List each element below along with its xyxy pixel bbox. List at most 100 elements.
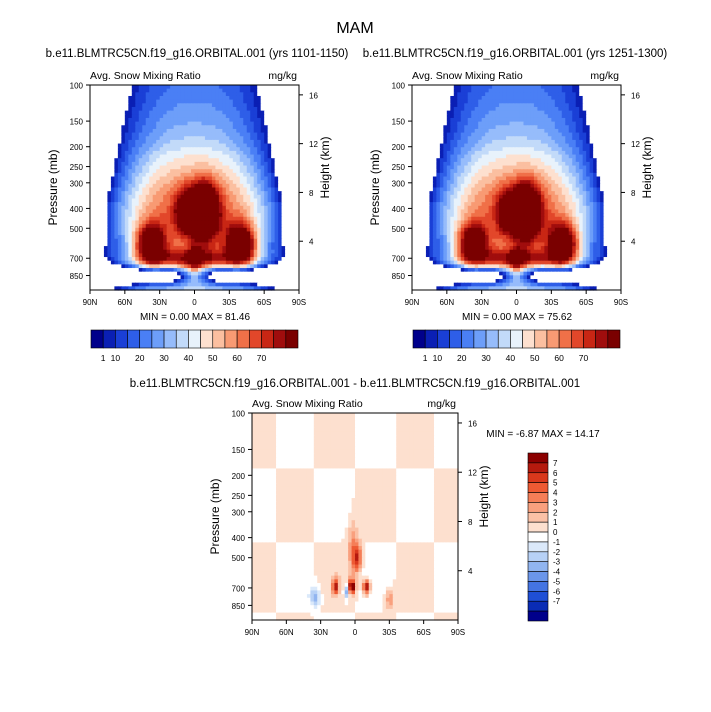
field-cell — [429, 176, 434, 181]
field-cell — [184, 92, 189, 97]
field-cell — [292, 253, 297, 258]
field-cell — [110, 264, 115, 269]
field-cell — [191, 187, 196, 192]
field-cell — [464, 95, 469, 101]
field-cell — [173, 216, 178, 222]
field-cell — [586, 169, 591, 174]
field-cell — [243, 238, 248, 244]
field-cell — [533, 128, 538, 134]
field-cell — [429, 161, 434, 167]
field-cell — [554, 158, 559, 163]
field-cell — [471, 128, 476, 134]
field-cell — [128, 249, 133, 254]
field-cell — [565, 114, 570, 119]
field-cell — [485, 106, 490, 112]
field-cell — [124, 132, 129, 137]
field-cell — [173, 227, 178, 233]
field-cell — [436, 121, 441, 126]
field-cell — [582, 128, 587, 134]
field-cell — [610, 125, 615, 130]
field-cell — [509, 114, 514, 119]
field-cell — [596, 158, 601, 163]
field-cell — [215, 209, 220, 214]
field-cell — [260, 183, 265, 189]
field-cell — [145, 257, 150, 262]
field-cell — [295, 271, 300, 276]
field-cell — [285, 260, 290, 265]
field-cell — [495, 176, 500, 181]
field-cell — [260, 172, 265, 178]
field-cell — [617, 147, 622, 152]
field-cell — [194, 202, 199, 207]
field-cell — [432, 147, 437, 152]
field-cell — [457, 103, 462, 108]
field-cell — [204, 216, 210, 222]
field-cell — [547, 103, 552, 108]
field-cell — [149, 125, 154, 130]
field-cell — [177, 238, 182, 244]
field-cell — [163, 99, 168, 104]
field-cell — [187, 161, 192, 167]
field-cell — [551, 154, 556, 159]
field-cell — [201, 99, 206, 104]
field-cell — [163, 231, 168, 236]
field-cell — [239, 249, 244, 254]
field-cell — [229, 257, 234, 262]
field-cell — [264, 216, 269, 222]
field-cell — [211, 110, 216, 115]
field-cell — [554, 161, 559, 167]
field-cell — [177, 132, 182, 137]
field-cell — [425, 154, 431, 159]
field-cell — [110, 271, 115, 276]
field-cell — [239, 132, 244, 137]
colorbar-label: 20 — [135, 353, 145, 363]
field-cell — [211, 161, 216, 167]
field-cell — [142, 158, 147, 163]
field-cell — [201, 169, 206, 174]
field-cell — [488, 99, 493, 104]
field-cell — [138, 224, 143, 229]
field-cell — [274, 213, 279, 218]
field-cell — [432, 114, 437, 119]
field-cell — [295, 161, 300, 167]
field-cell — [103, 180, 109, 185]
field-cell — [610, 132, 615, 137]
field-cell — [194, 231, 199, 236]
field-cell — [135, 238, 140, 244]
field-cell — [180, 257, 185, 262]
field-cell — [159, 191, 164, 196]
field-cell — [278, 121, 283, 126]
field-cell — [100, 231, 105, 236]
field-cell — [460, 110, 465, 115]
field-cell — [184, 268, 189, 273]
field-cell — [93, 165, 98, 170]
field-cell — [156, 238, 161, 244]
field-cell — [292, 106, 297, 112]
field-cell — [166, 227, 171, 233]
field-cell — [589, 139, 594, 145]
field-cell — [90, 114, 95, 119]
field-cell — [499, 110, 504, 115]
field-cell — [239, 172, 244, 178]
field-cell — [100, 139, 105, 145]
field-cell — [274, 169, 279, 174]
field-cell — [152, 275, 157, 280]
field-cell — [138, 88, 143, 93]
field-cell — [145, 165, 150, 170]
field-cell — [579, 158, 584, 163]
field-cell — [187, 191, 192, 196]
field-cell — [225, 99, 230, 104]
field-cell — [90, 172, 95, 178]
field-cell — [191, 268, 196, 273]
field-cell — [267, 136, 272, 141]
field-cell — [180, 136, 185, 141]
field-cell — [443, 136, 448, 141]
field-cell — [492, 143, 497, 148]
field-cell — [495, 85, 500, 90]
field-cell — [156, 271, 161, 276]
field-cell — [204, 213, 210, 218]
field-cell — [117, 202, 122, 207]
field-cell — [103, 279, 109, 284]
field-cell — [236, 114, 241, 119]
field-cell — [156, 282, 161, 287]
